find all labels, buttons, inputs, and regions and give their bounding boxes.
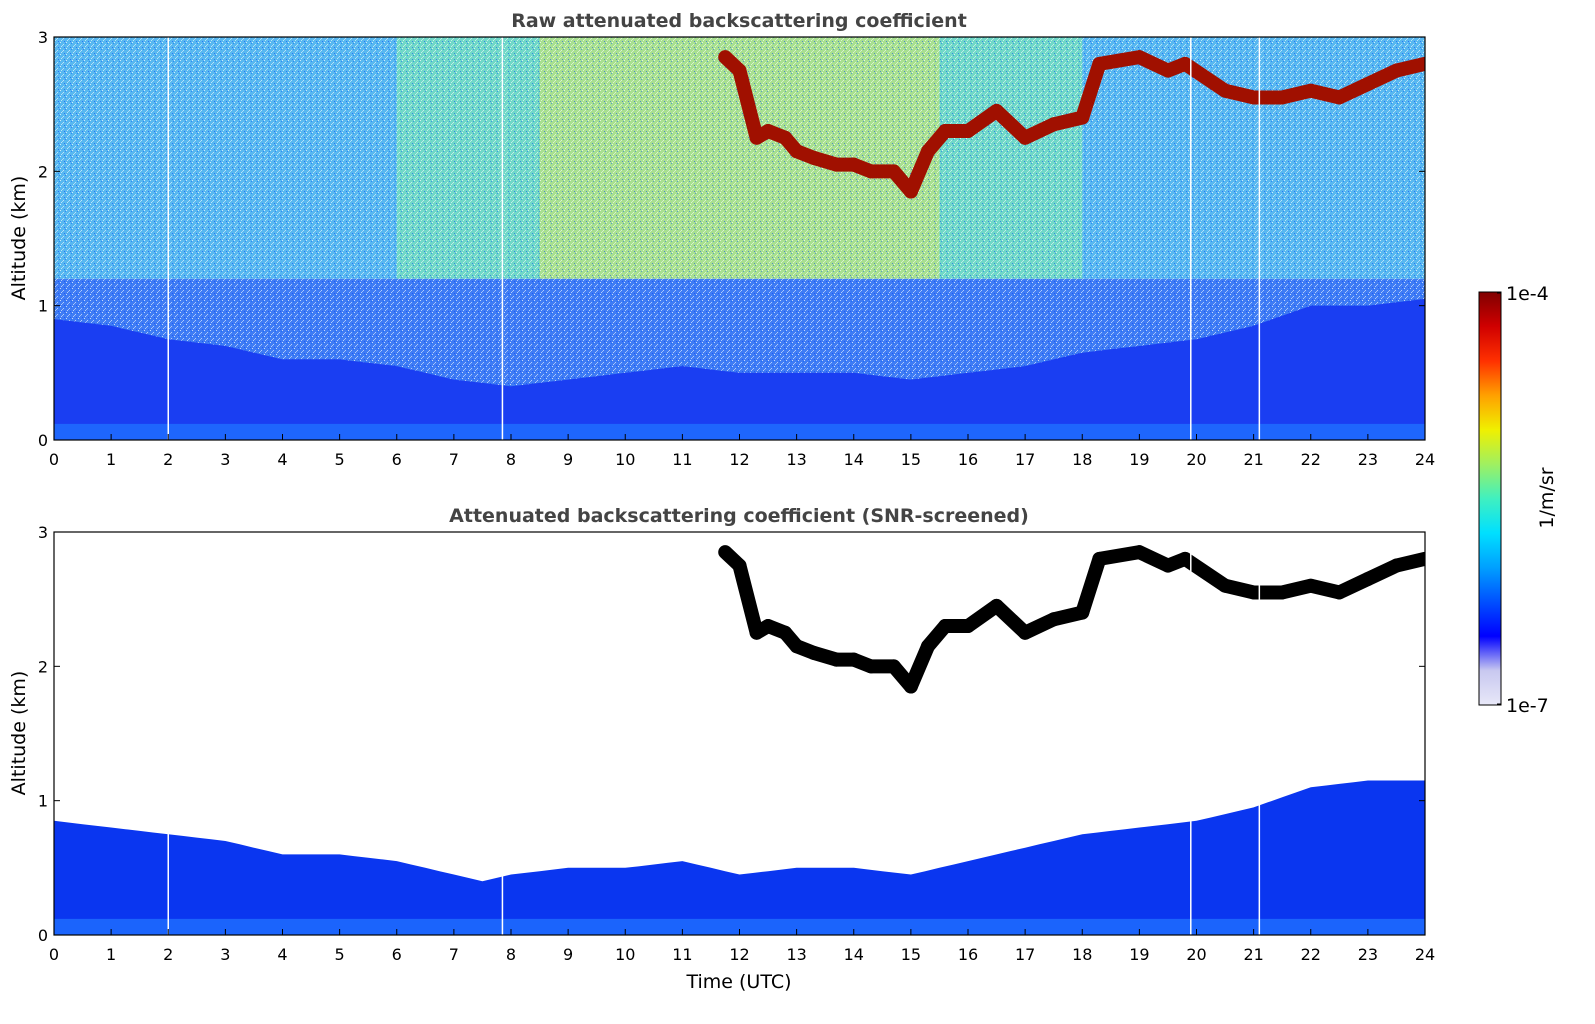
cloud-segment: [1075, 551, 1107, 620]
colorbar-max-label: 1e-4: [1506, 283, 1549, 305]
x-tick-label: 16: [958, 450, 978, 469]
x-tick-label: 5: [335, 450, 345, 469]
x-tick-label: 7: [449, 450, 459, 469]
panel-title-screened: Attenuated backscattering coefficient (S…: [449, 505, 1029, 527]
y-tick-label: 3: [38, 28, 48, 47]
y-tick-label: 3: [38, 523, 48, 542]
x-tick-label: 1: [106, 450, 116, 469]
y-axis-ticks-raw: 0 1 2 3: [38, 28, 1425, 450]
x-tick-label: 0: [49, 945, 59, 964]
colorbar-gradient: [1478, 291, 1502, 706]
x-tick-label: 14: [844, 450, 864, 469]
x-tick-label: 17: [1015, 450, 1035, 469]
y-tick-label: 1: [38, 792, 48, 811]
x-axis-label: Time (UTC): [685, 971, 791, 993]
cloud-segment: [732, 63, 764, 145]
x-tick-label: 22: [1301, 450, 1321, 469]
panel-raw: Raw attenuated backscattering coefficien…: [8, 10, 1435, 469]
cloud-segment: [1178, 551, 1233, 593]
boundary-layer-region: [54, 780, 1425, 935]
x-tick-label: 1: [106, 945, 116, 964]
x-tick-label: 8: [506, 450, 516, 469]
x-axis-ticks-raw: 0 1 2 3 4 5 6 7 8 9 10 11 12 13 14 15 16 17 18 19 20 21 22 23 24: [49, 434, 1435, 469]
x-tick-label: 4: [277, 945, 287, 964]
colorbar-min-label: 1e-7: [1506, 695, 1549, 717]
heatmap-raw: [54, 37, 1425, 440]
x-tick-label: 15: [901, 450, 921, 469]
x-tick-label: 3: [220, 450, 230, 469]
x-tick-label: 10: [615, 450, 635, 469]
x-tick-label: 5: [335, 945, 345, 964]
y-tick-label: 2: [38, 657, 48, 676]
x-axis-ticks-screened: 0 1 2 3 4 5 6 7 8 9 10 11 12 13 14 15 16 17 18 19 20 21 22 23 24: [49, 929, 1435, 964]
x-tick-label: 14: [844, 945, 864, 964]
x-tick-label: 6: [392, 945, 402, 964]
x-tick-label: 19: [1129, 450, 1149, 469]
x-tick-label: 22: [1301, 945, 1321, 964]
x-tick-label: 19: [1129, 945, 1149, 964]
x-tick-label: 7: [449, 945, 459, 964]
cloud-segment: [1178, 56, 1233, 98]
x-tick-label: 2: [163, 945, 173, 964]
x-tick-label: 16: [958, 945, 978, 964]
x-tick-label: 9: [563, 450, 573, 469]
x-tick-label: 6: [392, 450, 402, 469]
x-tick-label: 13: [786, 450, 806, 469]
x-tick-label: 15: [901, 945, 921, 964]
cloud-segment: [1389, 551, 1425, 573]
x-tick-label: 2: [163, 450, 173, 469]
y-axis-label-raw: Altitude (km): [8, 176, 30, 301]
x-tick-label: 3: [220, 945, 230, 964]
cloud-segment: [903, 144, 936, 199]
x-tick-label: 12: [729, 450, 749, 469]
cloud-segment: [732, 558, 764, 640]
x-tick-label: 21: [1243, 450, 1263, 469]
y-axis-label-screened: Altitude (km): [8, 671, 30, 796]
boundary-layer-region: [54, 298, 1425, 440]
y-tick-label: 0: [38, 431, 48, 450]
cloud-segment: [1389, 56, 1425, 78]
x-tick-label: 17: [1015, 945, 1035, 964]
panel-screened: Attenuated backscattering coefficient (S…: [8, 505, 1435, 993]
cloud-segment: [1075, 56, 1107, 125]
y-tick-label: 1: [38, 297, 48, 316]
x-tick-label: 13: [786, 945, 806, 964]
x-tick-label: 10: [615, 945, 635, 964]
x-tick-label: 24: [1415, 450, 1435, 469]
x-tick-label: 24: [1415, 945, 1435, 964]
panel-title-raw: Raw attenuated backscattering coefficien…: [511, 10, 967, 32]
x-tick-label: 23: [1358, 945, 1378, 964]
cloud-segment: [903, 639, 936, 694]
x-tick-label: 0: [49, 450, 59, 469]
heatmap-screened: [54, 532, 1425, 935]
x-tick-label: 21: [1243, 945, 1263, 964]
y-tick-label: 2: [38, 162, 48, 181]
x-tick-label: 11: [672, 945, 692, 964]
x-tick-label: 9: [563, 945, 573, 964]
colorbar: 1e-4 1e-7 1/m/sr: [1478, 283, 1558, 717]
x-tick-label: 20: [1186, 450, 1206, 469]
x-tick-label: 4: [277, 450, 287, 469]
x-tick-label: 12: [729, 945, 749, 964]
x-tick-label: 18: [1072, 450, 1092, 469]
y-axis-ticks-screened: 0 1 2 3: [38, 523, 1425, 945]
x-tick-label: 8: [506, 945, 516, 964]
x-tick-label: 20: [1186, 945, 1206, 964]
x-tick-label: 11: [672, 450, 692, 469]
colorbar-label: 1/m/sr: [1536, 467, 1558, 528]
x-tick-label: 18: [1072, 945, 1092, 964]
y-tick-label: 0: [38, 926, 48, 945]
x-tick-label: 23: [1358, 450, 1378, 469]
